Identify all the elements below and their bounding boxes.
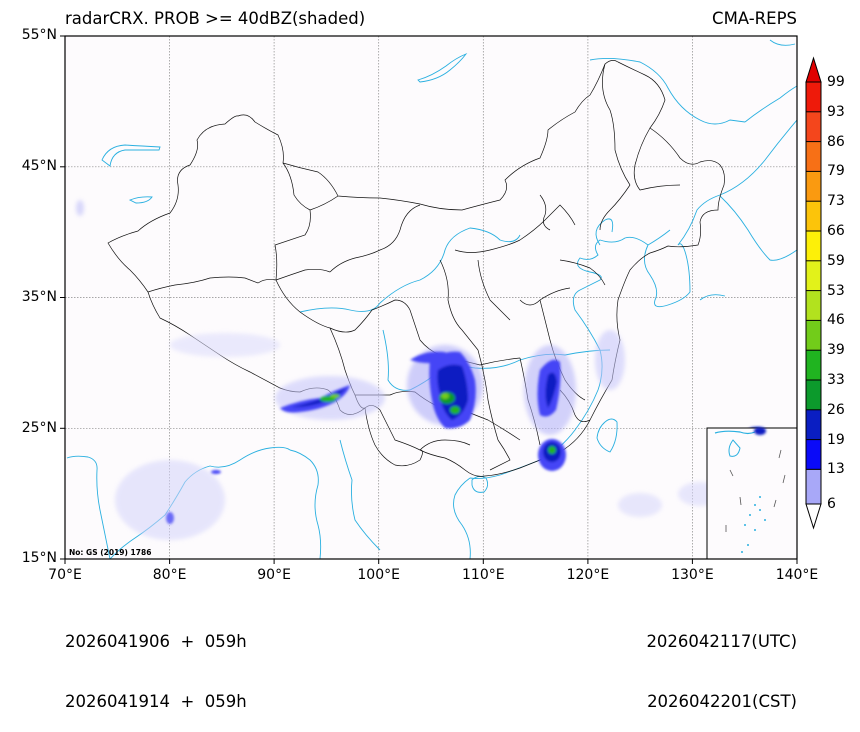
valid-time-cst: 2026042201(CST) (647, 692, 797, 711)
colorbar-label-79: 79 (827, 163, 845, 180)
colorbar-label-66: 66 (827, 223, 845, 239)
colorbar-label-46: 46 (827, 312, 845, 329)
gridlines (65, 36, 797, 559)
colorbar-label-33: 33 (827, 372, 845, 388)
colorbar-label-86: 86 (827, 133, 845, 150)
x-tick-90: 90°E (257, 567, 291, 583)
valid-time-block: 2026042117(UTC) 2026042201(CST) (646, 592, 797, 732)
colorbar-label-53: 53 (827, 282, 845, 299)
x-tick-100: 100°E (357, 567, 400, 583)
y-tick-45: 45°N (21, 158, 57, 174)
y-tick-35: 35°N (21, 289, 57, 305)
init-time-utc: 2026041906 + 059h (65, 632, 247, 651)
colorbar-label-13: 13 (827, 461, 845, 478)
init-time-block: 2026041906 + 059h 2026041914 + 059h (65, 592, 247, 732)
colorbar-label-99: 99 (827, 74, 845, 90)
south-china-sea-inset (706, 427, 797, 559)
x-tick-110: 110°E (462, 567, 505, 583)
colorbar-label-26: 26 (827, 401, 845, 418)
x-tick-140: 140°E (775, 567, 819, 583)
x-tick-80: 80°E (152, 567, 187, 583)
colorbar (805, 56, 822, 530)
map-review-number: No: GS (2019) 1786 (69, 548, 152, 557)
y-tick-15: 15°N (21, 550, 57, 566)
colorbar-label-19: 19 (827, 431, 845, 448)
chart-title: radarCRX. PROB >= 40dBZ(shaded) (65, 9, 366, 28)
init-time-cst: 2026041914 + 059h (65, 692, 247, 711)
axis-ticks (60, 35, 798, 564)
colorbar-label-39: 39 (827, 342, 845, 359)
probability-shading (76, 200, 770, 540)
x-tick-130: 130°E (671, 567, 714, 583)
x-tick-70: 70°E (48, 567, 82, 583)
valid-time-utc: 2026042117(UTC) (646, 632, 797, 651)
y-tick-55: 55°N (21, 27, 57, 43)
y-tick-25: 25°N (21, 420, 57, 436)
model-name: CMA-REPS (712, 9, 797, 28)
colorbar-label-73: 73 (827, 193, 845, 210)
map-canvas (60, 35, 822, 564)
colorbar-extend-max (805, 56, 822, 83)
x-tick-120: 120°E (566, 567, 610, 583)
colorbar-label-93: 93 (827, 103, 845, 120)
colorbar-extend-min (805, 503, 822, 530)
colorbar-label-59: 59 (827, 252, 845, 269)
colorbar-label-6: 6 (827, 496, 836, 512)
